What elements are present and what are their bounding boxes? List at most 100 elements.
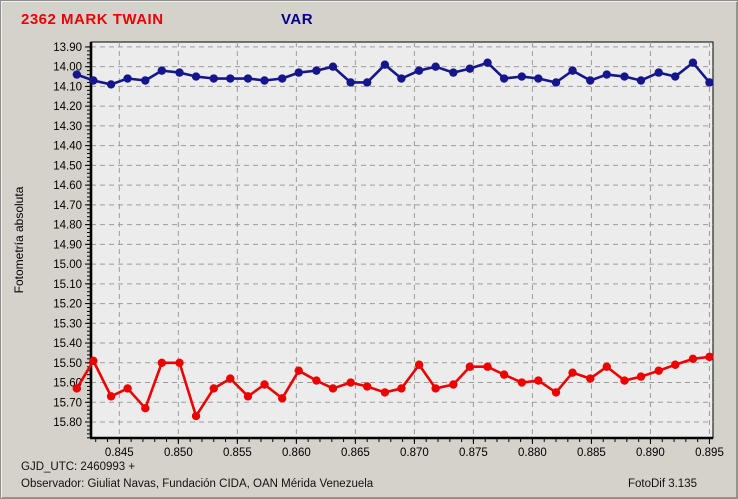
data-point xyxy=(602,70,611,79)
data-point xyxy=(449,68,458,77)
svg-text:15.30: 15.30 xyxy=(53,318,82,330)
x-tick-labels: 0.845 0.850 0.855 0.860 0.865 0.870 0.875 0.880… xyxy=(105,447,724,456)
data-point xyxy=(312,66,321,75)
chart-header: 2362 MARK TWAIN VAR xyxy=(1,9,737,33)
data-point xyxy=(499,74,509,83)
data-point xyxy=(191,72,201,81)
data-point xyxy=(243,74,253,83)
svg-text:15.80: 15.80 xyxy=(53,417,82,429)
data-point xyxy=(362,382,372,391)
svg-text:14.80: 14.80 xyxy=(53,220,82,232)
data-point xyxy=(294,68,303,77)
data-point xyxy=(72,384,82,393)
data-point xyxy=(397,384,406,393)
data-point xyxy=(483,58,492,67)
data-point xyxy=(346,378,355,387)
svg-text:14.10: 14.10 xyxy=(53,81,82,93)
svg-text:0.855: 0.855 xyxy=(223,447,252,456)
data-point xyxy=(654,366,663,375)
data-point xyxy=(586,374,595,383)
data-point xyxy=(294,366,303,375)
svg-text:14.50: 14.50 xyxy=(53,160,82,172)
svg-text:14.20: 14.20 xyxy=(53,101,82,113)
data-point xyxy=(431,62,440,71)
data-point xyxy=(551,78,561,87)
data-point xyxy=(278,74,287,83)
data-point xyxy=(620,72,629,81)
svg-text:14.00: 14.00 xyxy=(53,62,82,74)
svg-text:0.850: 0.850 xyxy=(164,447,193,456)
data-point xyxy=(465,362,475,371)
svg-text:0.885: 0.885 xyxy=(577,447,606,456)
data-point xyxy=(705,78,714,87)
svg-text:0.845: 0.845 xyxy=(105,447,134,456)
data-point xyxy=(431,384,440,393)
svg-text:0.880: 0.880 xyxy=(518,447,547,456)
svg-text:0.875: 0.875 xyxy=(459,447,488,456)
data-point xyxy=(705,352,714,362)
data-point xyxy=(312,376,321,385)
data-point xyxy=(636,76,646,85)
svg-text:15.00: 15.00 xyxy=(53,259,82,271)
svg-text:15.50: 15.50 xyxy=(53,358,82,370)
data-point xyxy=(346,78,355,87)
software-version-label: FotoDif 3.135 xyxy=(627,478,697,490)
data-point xyxy=(397,74,406,83)
series-var xyxy=(72,58,714,89)
svg-text:15.40: 15.40 xyxy=(53,338,82,350)
gridlines xyxy=(91,42,713,438)
data-point xyxy=(72,70,82,79)
observer-label: Observador: Giuliat Navas, Fundación CID… xyxy=(21,478,374,490)
data-point xyxy=(380,60,390,69)
data-point xyxy=(551,388,561,397)
svg-text:15.70: 15.70 xyxy=(53,397,82,409)
data-point xyxy=(260,380,269,389)
lightcurve-chart: 0.845 0.850 0.855 0.860 0.865 0.870 0.875 0.880… xyxy=(12,41,724,456)
data-point xyxy=(157,66,167,75)
svg-text:14.30: 14.30 xyxy=(53,121,82,133)
svg-text:0.870: 0.870 xyxy=(400,447,429,456)
data-point xyxy=(157,358,167,367)
data-point xyxy=(328,384,338,393)
data-point xyxy=(517,72,526,81)
data-point xyxy=(568,66,577,75)
data-point xyxy=(380,388,390,397)
svg-text:14.70: 14.70 xyxy=(53,200,82,212)
y-tick-labels: 13.90 14.00 14.10 14.20 14.30 14.40 14.50 14.60… xyxy=(53,42,82,429)
data-point xyxy=(106,392,116,401)
data-point xyxy=(568,368,577,377)
svg-text:0.890: 0.890 xyxy=(636,447,665,456)
data-point xyxy=(671,360,680,369)
data-point xyxy=(89,76,98,85)
data-point xyxy=(517,378,526,387)
data-point xyxy=(414,66,424,75)
data-point xyxy=(534,376,543,385)
svg-text:13.90: 13.90 xyxy=(53,42,82,54)
data-point xyxy=(449,380,458,389)
data-point xyxy=(243,392,253,401)
svg-text:14.60: 14.60 xyxy=(53,180,82,192)
data-point xyxy=(278,394,287,403)
data-point xyxy=(106,80,116,89)
data-point xyxy=(688,354,698,364)
data-point xyxy=(89,356,98,366)
data-point xyxy=(226,374,235,383)
data-point xyxy=(688,58,698,67)
data-point xyxy=(362,78,372,87)
data-point xyxy=(123,384,132,393)
svg-text:0.860: 0.860 xyxy=(282,447,311,456)
data-point xyxy=(499,370,509,379)
svg-text:14.40: 14.40 xyxy=(53,141,82,153)
gjd-utc-label: GJD_UTC: 2460993 + xyxy=(21,461,136,473)
axis-lines xyxy=(89,42,713,440)
svg-text:14.90: 14.90 xyxy=(53,239,82,251)
data-point xyxy=(414,360,424,369)
data-point xyxy=(191,411,201,421)
plot-area xyxy=(90,41,714,439)
svg-text:15.20: 15.20 xyxy=(53,299,82,311)
data-point xyxy=(141,403,150,413)
data-point xyxy=(534,74,543,83)
data-point xyxy=(175,358,184,367)
data-point xyxy=(209,384,218,393)
